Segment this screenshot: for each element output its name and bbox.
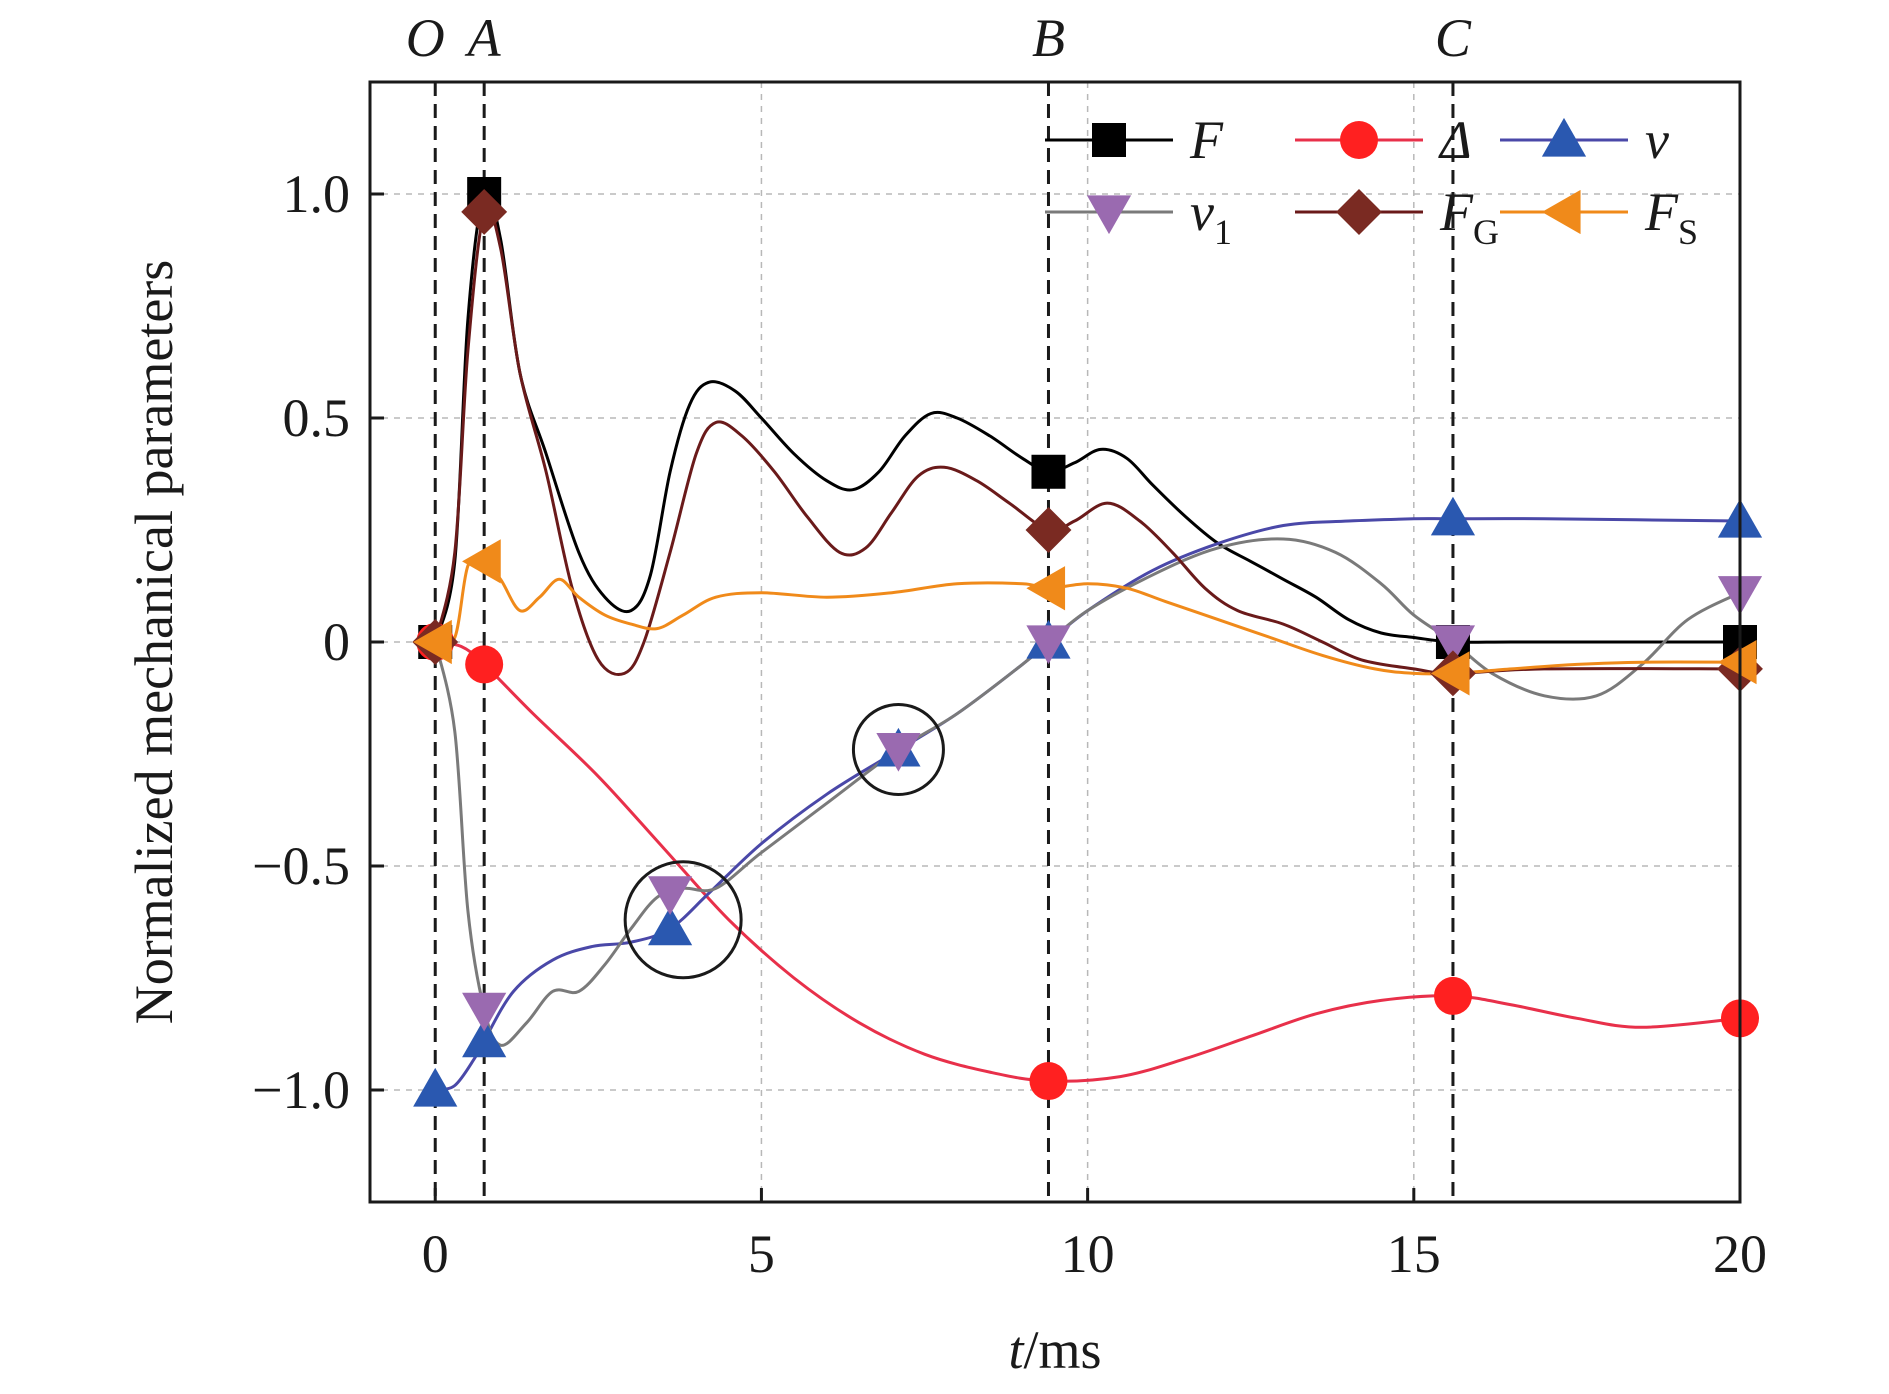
- axis-ticks: 0 5 10 15 20 −1.0 −0.5 0 0.5 1.0: [252, 164, 1767, 1284]
- legend-label-name: F: [1189, 110, 1224, 170]
- legend-label: F: [1189, 110, 1224, 170]
- data-point: [413, 619, 452, 665]
- legend-swatch-marker: [1541, 117, 1587, 157]
- y-tick-label: 0: [323, 612, 350, 672]
- y-tick-label: 1.0: [283, 164, 351, 224]
- x-axis-title-unit: /ms: [1023, 1320, 1101, 1380]
- event-label: B: [1032, 8, 1065, 68]
- data-point: [1433, 976, 1472, 1015]
- legend-item: Δ: [1295, 110, 1472, 170]
- legend-item: F: [1045, 110, 1224, 170]
- legend-label: FG: [1439, 182, 1499, 252]
- legend-item: FG: [1295, 182, 1499, 252]
- legend-label-subscript: S: [1678, 212, 1698, 252]
- data-point: [1717, 640, 1757, 685]
- data-point: [413, 1067, 458, 1107]
- event-label: A: [465, 8, 502, 68]
- legend-swatch-marker: [1340, 121, 1378, 159]
- legend-label-subscript: 1: [1214, 212, 1232, 252]
- legend-label-name: F: [1439, 182, 1474, 242]
- event-label: O: [406, 8, 445, 68]
- legend-label: v: [1645, 110, 1669, 170]
- data-point: [647, 876, 693, 915]
- data-point: [1029, 1062, 1068, 1101]
- legend-label: v1: [1190, 182, 1232, 252]
- x-tick-label: 0: [422, 1224, 449, 1284]
- x-tick-label: 15: [1387, 1224, 1441, 1284]
- data-point: [1430, 625, 1476, 665]
- y-tick-label: −1.0: [252, 1060, 350, 1120]
- legend-label: FS: [1644, 182, 1698, 252]
- data-point: [1430, 651, 1470, 696]
- data-point: [1026, 625, 1071, 665]
- legend-label-subscript: G: [1473, 212, 1499, 252]
- legend-swatch-marker: [1092, 123, 1126, 157]
- y-tick-label: 0.5: [283, 388, 351, 448]
- data-point: [1025, 507, 1072, 553]
- event-label: C: [1435, 8, 1472, 68]
- data-point: [1430, 496, 1476, 536]
- series-line: [433, 204, 1740, 677]
- legend-swatch-marker: [1541, 189, 1581, 235]
- x-axis-title: t/ms: [1008, 1320, 1101, 1380]
- legend-label-name: F: [1644, 182, 1679, 242]
- series-line: [434, 640, 1740, 1083]
- x-tick-label: 20: [1713, 1224, 1767, 1284]
- highlight-circle: [851, 703, 945, 797]
- legend-swatch-marker: [1336, 189, 1382, 235]
- y-tick-label: −0.5: [252, 836, 350, 896]
- legend-label-name: v: [1190, 182, 1214, 242]
- legend-item: v1: [1045, 182, 1232, 252]
- data-point: [462, 1018, 507, 1058]
- legend-label-name: Δ: [1438, 110, 1472, 170]
- data-point: [462, 539, 501, 584]
- legend-item: v: [1500, 110, 1669, 170]
- legend-label-name: v: [1645, 110, 1669, 170]
- x-tick-label: 5: [748, 1224, 775, 1284]
- y-axis-title: Normalized mechanical parameters: [124, 260, 184, 1025]
- highlight-circle: [623, 860, 743, 980]
- data-point: [462, 992, 507, 1032]
- data-point: [1031, 454, 1066, 489]
- x-axis-title-symbol: t: [1008, 1320, 1025, 1380]
- data-point: [1026, 566, 1066, 611]
- legend-swatch-marker: [1086, 195, 1132, 235]
- data-point: [876, 732, 921, 772]
- data-point: [461, 188, 508, 235]
- x-tick-label: 10: [1061, 1224, 1115, 1284]
- data-point: [465, 645, 504, 684]
- series-line: [434, 556, 1740, 676]
- legend-item: FS: [1500, 182, 1698, 252]
- highlight-circles: [623, 703, 945, 980]
- legend-label: Δ: [1438, 110, 1472, 170]
- data-point: [647, 906, 693, 946]
